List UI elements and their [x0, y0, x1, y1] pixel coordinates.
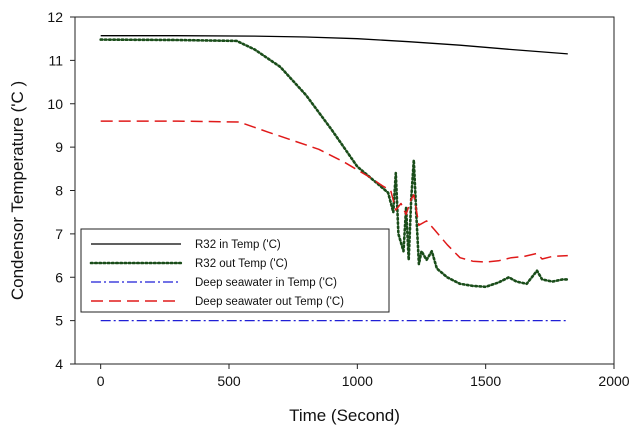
x-tick-label: 500 — [217, 373, 241, 389]
y-axis-label: Condensor Temperature ('C ) — [8, 81, 27, 300]
legend-label-2: R32 out Temp ('C) — [195, 258, 288, 270]
x-tick-label: 2000 — [598, 373, 629, 389]
y-axis-ticks: 4 5 6 7 8 9 10 11 12 — [47, 9, 75, 372]
x-axis-ticks: 0 500 1000 1500 2000 — [97, 364, 630, 389]
x-axis-label: Time (Second) — [289, 406, 400, 425]
x-tick-label: 0 — [97, 373, 105, 389]
y-tick-label: 6 — [55, 269, 63, 285]
series-line-4 — [100, 120, 568, 263]
legend: R32 in Temp ('C) R32 out Temp ('C) Deep se… — [80, 228, 390, 313]
series-group — [99, 35, 570, 322]
y-tick-label: 8 — [55, 183, 63, 199]
y-tick-label: 12 — [47, 9, 63, 25]
y-tick-label: 4 — [55, 356, 63, 372]
legend-box — [80, 228, 390, 313]
y-tick-label: 9 — [55, 139, 63, 155]
series-line-2 — [99, 38, 570, 289]
y-tick-label: 7 — [55, 226, 63, 242]
y-tick-label: 5 — [55, 313, 63, 329]
y-tick-label: 10 — [47, 96, 63, 112]
legend-label-3: Deep seawater in Temp ('C) — [195, 277, 337, 289]
y-tick-label: 11 — [48, 52, 63, 68]
legend-label-1: R32 in Temp ('C) — [195, 239, 281, 251]
x-tick-label: 1000 — [342, 373, 373, 389]
x-tick-label: 1500 — [470, 373, 501, 389]
legend-label-4: Deep seawater out Temp ('C) — [195, 296, 344, 308]
series-line-1 — [100, 35, 568, 55]
